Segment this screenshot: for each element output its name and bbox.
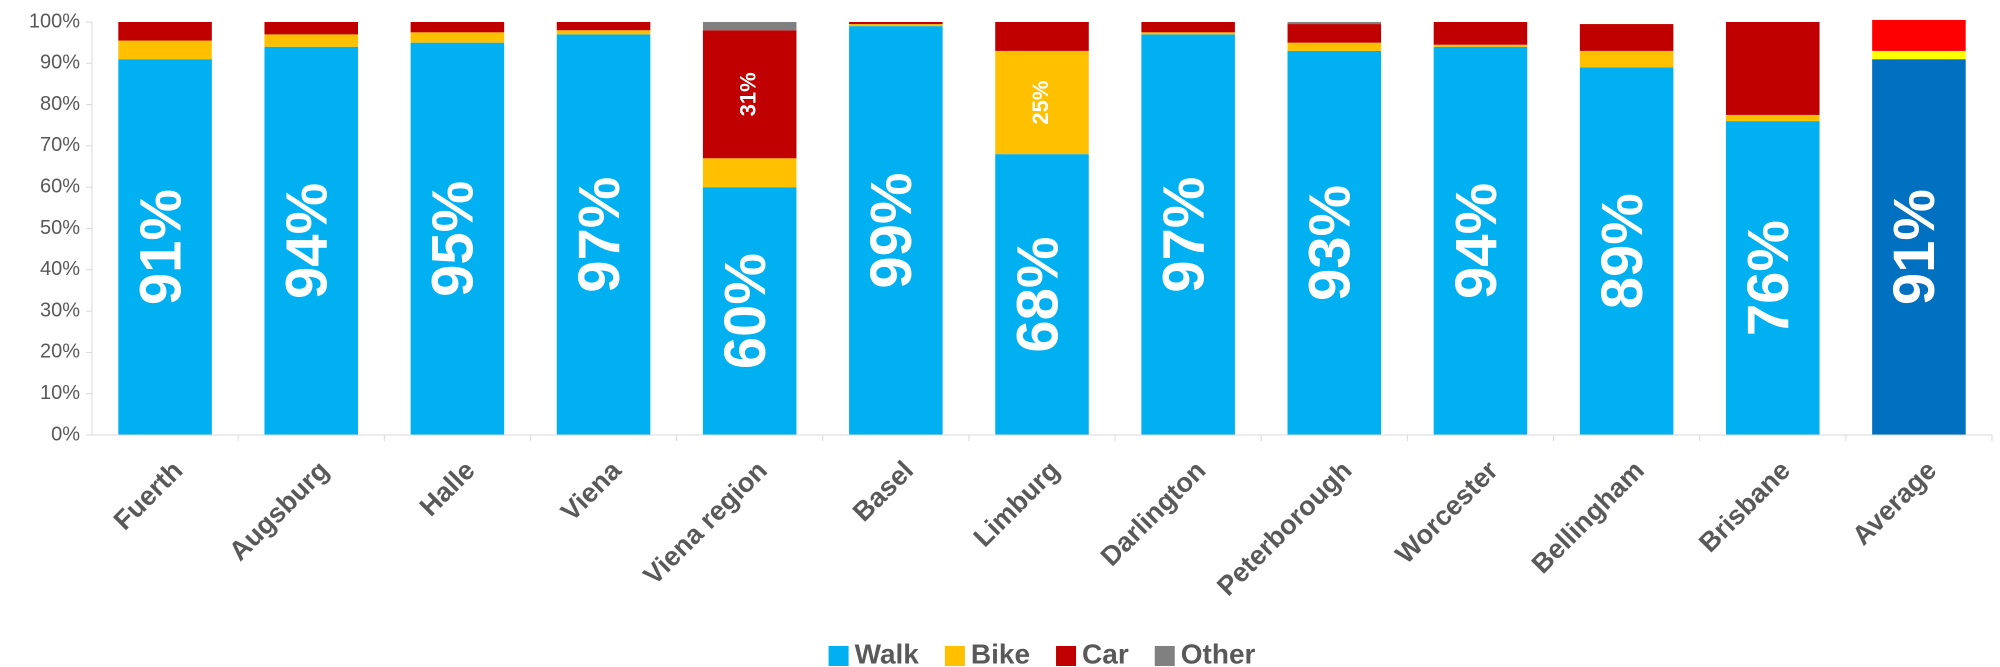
bar-segment <box>1433 44 1528 47</box>
data-label: 76% <box>1736 220 1801 336</box>
bar-segment <box>1141 22 1235 33</box>
bar-segment <box>556 34 651 435</box>
y-tick-label: 50% <box>40 217 80 239</box>
y-tick-label: 90% <box>40 52 80 74</box>
bar-segment <box>410 32 505 43</box>
x-tick-label: Basel <box>847 455 919 527</box>
data-label: 95% <box>421 181 486 297</box>
bar-segment <box>1287 42 1382 51</box>
bar-segment <box>995 154 1089 435</box>
bar-segment <box>1726 121 1820 436</box>
bar-segment <box>995 50 1089 155</box>
bar-segment <box>410 42 505 436</box>
x-tick-label: Worcester <box>1390 455 1505 570</box>
bar-segment <box>1579 24 1674 51</box>
data-label: 94% <box>1444 183 1509 299</box>
bar-segment <box>264 22 358 35</box>
bar-segment <box>1579 67 1674 436</box>
y-tick-label: 30% <box>40 299 80 321</box>
bar-segment <box>1872 19 1966 51</box>
y-tick-label: 80% <box>40 93 80 115</box>
x-tick-label: Average <box>1846 455 1942 551</box>
data-label: 25% <box>1028 81 1053 125</box>
legend: Walk Bike Car Other <box>828 638 1256 667</box>
y-tick-label: 10% <box>40 382 80 404</box>
bar-segment <box>1141 34 1235 435</box>
x-tick-label: Fuerth <box>108 455 189 536</box>
bar-segment <box>1433 22 1528 45</box>
bar-segment <box>118 40 212 60</box>
y-tick-label: 100% <box>29 10 80 32</box>
bar-segment <box>1579 50 1674 68</box>
x-tick-label: Bellingham <box>1526 455 1650 579</box>
bar-segment <box>702 30 797 159</box>
bar-segment <box>264 34 358 47</box>
data-label: 91% <box>128 189 193 305</box>
data-label: 94% <box>275 183 340 299</box>
legend-label: Other <box>1181 638 1256 667</box>
bar-segment <box>118 59 212 436</box>
x-tick-label: Darlington <box>1095 455 1212 572</box>
y-tick-label: 70% <box>40 134 80 156</box>
x-tick-label: Augsburg <box>223 455 334 566</box>
bar-segment <box>849 22 943 25</box>
bar-segment <box>1287 22 1382 25</box>
data-label: 89% <box>1590 193 1655 309</box>
bar-segment <box>1872 59 1966 436</box>
bar-segment <box>556 22 651 31</box>
x-tick-label: Halle <box>414 455 481 522</box>
bar-segment <box>995 22 1089 51</box>
data-label: 60% <box>713 253 778 369</box>
legend-label: Bike <box>971 638 1030 667</box>
data-label: 31% <box>736 72 761 116</box>
bar-segment <box>410 22 505 33</box>
legend-label: Walk <box>855 638 920 667</box>
y-tick-label: 0% <box>51 423 80 445</box>
x-tick-label: Viena <box>555 454 628 527</box>
y-tick-label: 40% <box>40 258 80 280</box>
bar-segment <box>702 22 797 31</box>
legend-swatch <box>828 646 849 666</box>
legend-label: Car <box>1082 638 1129 667</box>
x-tick-label: Peterborough <box>1211 455 1357 601</box>
data-label: 97% <box>1151 177 1216 293</box>
bar-segment <box>1433 46 1528 435</box>
bar-segment <box>1287 50 1382 435</box>
data-label: 93% <box>1298 185 1363 301</box>
x-tick-label: Limburg <box>968 455 1066 553</box>
data-label: 68% <box>1005 237 1070 353</box>
bar-segment <box>702 187 797 435</box>
bar-segment <box>1726 114 1820 122</box>
data-label: 97% <box>567 177 632 293</box>
x-tick-label: Viena region <box>638 455 773 590</box>
bar-segment <box>849 26 943 435</box>
bar-segment <box>264 46 358 435</box>
x-tick-label: Brisbane <box>1693 455 1796 558</box>
legend-swatch <box>944 646 965 666</box>
legend-swatch <box>1056 646 1077 666</box>
bar-segment <box>849 24 943 27</box>
bar-segment <box>556 30 651 35</box>
bar-segment <box>1726 22 1820 115</box>
data-label: 99% <box>859 173 924 289</box>
y-tick-label: 60% <box>40 175 80 197</box>
bar-segment <box>702 158 797 188</box>
legend-swatch <box>1154 646 1175 666</box>
data-label: 91% <box>1882 189 1947 305</box>
bar-segment <box>1287 24 1382 43</box>
bar-segment <box>1141 32 1235 35</box>
y-tick-label: 20% <box>40 341 80 363</box>
bar-segment <box>1872 50 1966 60</box>
bar-segment <box>118 22 212 41</box>
